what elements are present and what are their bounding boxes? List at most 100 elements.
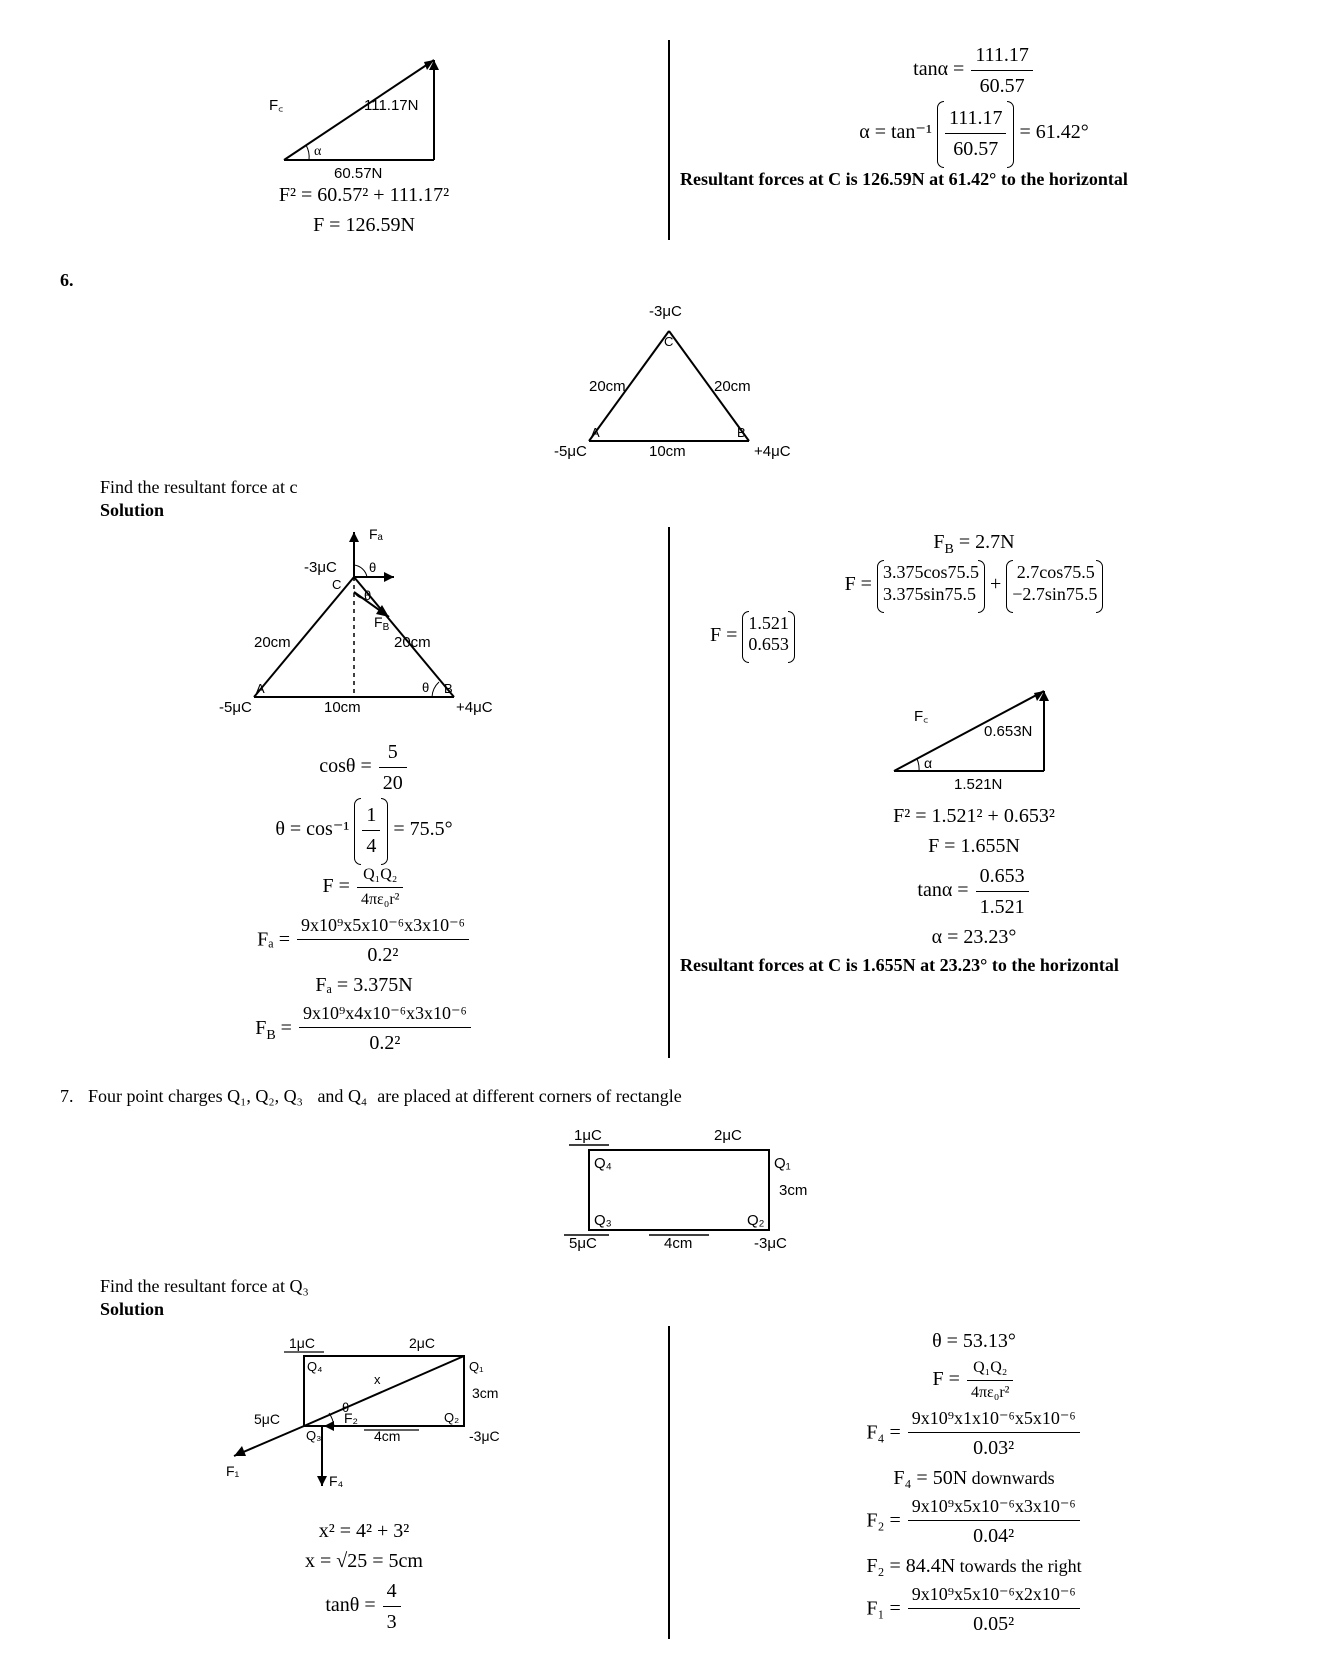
sec6-vec2: F = 1.521 0.653	[680, 611, 1268, 662]
h-lbl: 60.57N	[334, 165, 382, 180]
eq1-lhs: F²	[279, 184, 296, 206]
q7b: Q₁, Q₂, Q₃	[227, 1086, 303, 1106]
q1: Q₁	[774, 1155, 791, 1172]
alpha: α	[924, 755, 932, 771]
tan-lhs: tanα =	[913, 58, 964, 80]
sec5-eq1: F² = 60.57² + 111.17²	[70, 180, 658, 210]
sec7-sol: Solution	[100, 1299, 1278, 1320]
v1a1: 3.375cos75.5	[883, 562, 979, 582]
Fa-v: Fₐ = 3.375N	[70, 970, 658, 1000]
sec5-tri-fig: α F꜀ 111.17N 60.57N	[70, 40, 658, 180]
q3v: 5μC	[254, 1411, 280, 1427]
rc: to the horizontal	[987, 955, 1118, 975]
a-v: -5μC	[219, 699, 252, 716]
F2l: F₂ =	[866, 1510, 900, 1532]
sec6-sol-tri: Fₐ θ θ θ FB -3μC C -5μC A +4μC B 20cm 20…	[70, 527, 658, 737]
b-v: +4μC	[456, 699, 493, 716]
r-s: 20cm	[714, 378, 751, 395]
sec7-prompt: Find the resultant force at Q₃	[100, 1276, 1278, 1297]
q3v: 5μC	[569, 1235, 597, 1252]
fa: Fₐ	[369, 527, 384, 542]
q2v: -3μC	[754, 1235, 787, 1252]
a-s: A	[591, 425, 600, 440]
Fa-d: 0.2²	[297, 940, 469, 970]
sec5-right: tanα = 111.17 60.57 α = tan⁻¹ 111.17 60.…	[670, 40, 1278, 193]
F4l: F₄ =	[866, 1422, 900, 1444]
Fa-n: 9x10⁹x5x10⁻⁶x3x10⁻⁶	[297, 912, 469, 940]
q7c: and	[313, 1086, 348, 1106]
F1n: 9x10⁹x5x10⁻⁶x2x10⁻⁶	[908, 1581, 1080, 1609]
q7a: Four point charges	[88, 1086, 227, 1106]
f2: F₂	[344, 1410, 358, 1426]
tanl: tanα =	[917, 879, 968, 901]
f1: F₁	[226, 1463, 240, 1479]
q3: Q₃	[306, 1428, 321, 1443]
sec5-result: Resultant forces at C is 126.59N at 61.4…	[680, 166, 1268, 193]
cos-n: 5	[379, 737, 407, 768]
b-v: +4μC	[754, 443, 791, 460]
sec6-tri-fig: -3μC C -5μC A +4μC B 20cm 20cm 10cm	[60, 291, 1278, 471]
sec5-eq2: F = 126.59N	[70, 210, 658, 240]
b-s: B	[737, 425, 746, 440]
F2d: 0.04²	[908, 1521, 1080, 1551]
a-d: 60.57	[945, 134, 1007, 164]
q2v: -3μC	[469, 1428, 500, 1444]
x: x	[374, 1372, 381, 1387]
cos-l: cosθ =	[319, 755, 372, 777]
Fb-n: 9x10⁹x4x10⁻⁶x3x10⁻⁶	[299, 1000, 471, 1028]
c-v: -3μC	[649, 303, 682, 320]
h: 3cm	[779, 1182, 807, 1199]
w: 4cm	[664, 1235, 692, 1252]
sec6-num: 6.	[60, 270, 1278, 291]
rb: 23.23°	[940, 955, 988, 975]
th-v: = 75.5°	[393, 818, 452, 840]
Fb-d: 0.2²	[299, 1028, 471, 1058]
sec7-right: θ = 53.13° F = Q₁Q₂4πε₀r² F₄ = 9x10⁹x1x1…	[670, 1326, 1278, 1639]
Fb-l: FB =	[255, 1017, 292, 1039]
tanl: tanθ =	[325, 1594, 375, 1616]
h: 3cm	[472, 1385, 498, 1401]
r-b: 61.42°	[949, 169, 997, 189]
base: 10cm	[324, 699, 361, 716]
q4v: 1μC	[574, 1127, 602, 1144]
c-s: C	[332, 577, 341, 592]
e1r: = 1.521² + 0.653²	[915, 805, 1055, 827]
l-s: 20cm	[254, 634, 291, 651]
fc-lbl: F꜀	[269, 97, 283, 114]
F4n: 9x10⁹x1x10⁻⁶x5x10⁻⁶	[908, 1405, 1080, 1433]
Fl: F =	[933, 1368, 960, 1390]
b-s: B	[444, 681, 453, 696]
th-d: 4	[362, 831, 380, 861]
base: 10cm	[649, 443, 686, 460]
alpha-v: α = 23.23°	[680, 922, 1268, 952]
a-lhs: α = tan⁻¹	[859, 121, 932, 143]
sec6-right: FB = 2.7N F = 3.375cos75.5 3.375sin75.5 …	[670, 527, 1278, 979]
v1a2: 3.375sin75.5	[883, 584, 976, 604]
F2n: 9x10⁹x5x10⁻⁶x3x10⁻⁶	[908, 1493, 1080, 1521]
v2-l: F =	[710, 623, 737, 645]
fc: F꜀	[914, 708, 928, 725]
ra: Resultant forces at C is 1.655N at	[680, 955, 940, 975]
sec6-prompt: Find the resultant force at c	[100, 477, 1278, 498]
th-n: 1	[362, 800, 380, 831]
tann: 0.653	[976, 861, 1029, 892]
f4: F₄	[329, 1473, 344, 1489]
v1b2: −2.7sin75.5	[1012, 584, 1097, 604]
v2a: 1.521	[748, 613, 789, 633]
tand: 1.521	[976, 892, 1029, 922]
v1b1: 2.7cos75.5	[1017, 562, 1095, 582]
q4v: 1μC	[289, 1335, 315, 1351]
th2: θ	[364, 588, 371, 603]
tan-d: 60.57	[971, 71, 1033, 101]
F1l: F₁ =	[866, 1598, 900, 1620]
sec6-vec1: F = 3.375cos75.5 3.375sin75.5 + 2.7cos75…	[680, 560, 1268, 611]
F-l: F =	[323, 875, 350, 897]
sec6-right-tri: α F꜀ 0.653N 1.521N	[680, 661, 1268, 801]
sec7-head: 7. Four point charges Q₁, Q₂, Q₃ and Q₄a…	[60, 1083, 1278, 1110]
h: 1.521N	[954, 776, 1002, 793]
r-a: Resultant forces at C is 126.59N at	[680, 169, 949, 189]
c-s: C	[664, 334, 673, 349]
q2: Q₂	[747, 1212, 765, 1229]
sec5-alpha: α = tan⁻¹ 111.17 60.57 = 61.42°	[680, 101, 1268, 166]
cos-d: 20	[379, 768, 407, 798]
